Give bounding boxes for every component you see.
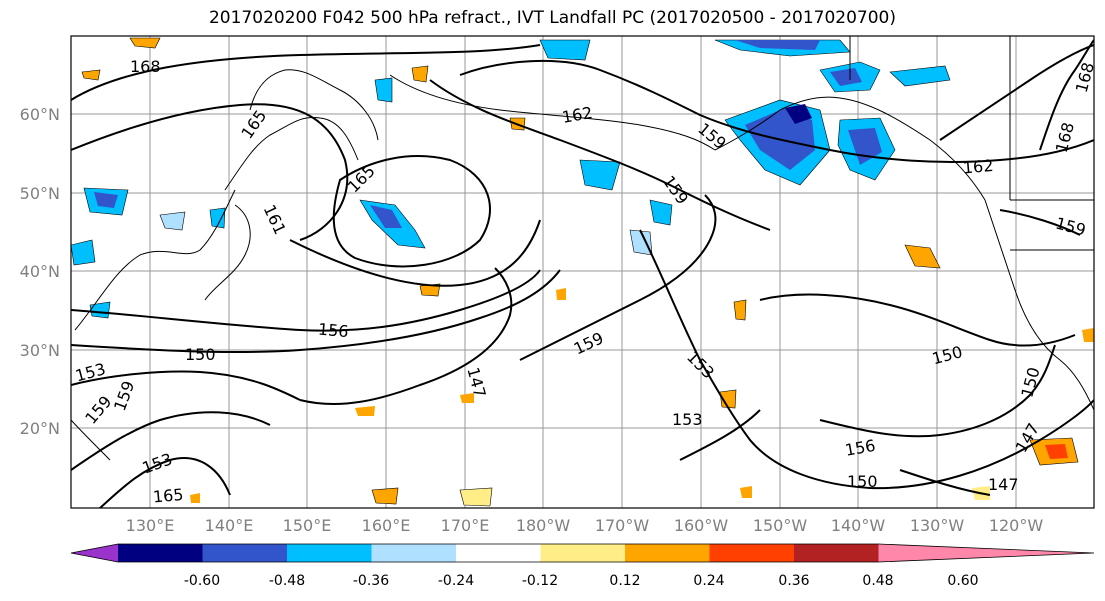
refractivity-contours [71,39,1094,508]
lon-label: 150°E [283,516,332,535]
lon-label: 120°W [989,516,1044,535]
coastlines [71,36,1094,461]
colorbar [70,543,1095,563]
colorbar-tick-label: 0.60 [947,573,978,589]
lon-label: 180°W [516,516,571,535]
latitude-labels: 60°N 50°N 40°N 30°N 20°N [20,105,60,438]
lat-label: 50°N [20,184,60,203]
longitude-labels: 130°E 140°E 150°E 160°E 170°E 180°W 170°… [126,516,1044,535]
lon-label: 140°W [831,516,886,535]
graticule [71,36,1094,508]
map-panel [71,36,1094,508]
colorbar-tick-label: -0.36 [353,573,389,589]
contour-label: 168 [130,57,161,76]
colorbar-extend-min [71,544,118,562]
lon-label: 170°E [441,516,490,535]
lat-label: 20°N [20,419,60,438]
colorbar-segment [625,544,710,562]
lon-label: 170°W [595,516,650,535]
contour-label: 150 [847,472,878,491]
lat-label: 30°N [20,341,60,360]
colorbar-segment [371,544,456,562]
colorbar-tick-label: -0.24 [438,573,474,589]
colorbar-tick-label: -0.60 [184,573,220,589]
lon-label: 130°E [126,516,175,535]
colorbar-ticks: -0.60 -0.48 -0.36 -0.24 -0.12 0.12 0.24 … [184,573,979,589]
colorbar-tick-label: 0.24 [693,573,724,589]
colorbar-tick-label: 0.36 [778,573,809,589]
contour-label: 147 [988,475,1019,494]
colorbar-segment [118,544,203,562]
lon-label: 160°E [362,516,411,535]
positive-anomaly-patches [81,37,1094,507]
contour-label: 165 [152,485,184,507]
colorbar-segment [202,544,287,562]
negative-anomaly-patches [71,39,951,319]
colorbar-tick-label: 0.48 [862,573,893,589]
colorbar-tick-label: -0.48 [269,573,305,589]
map-title: 2017020200 F042 500 hPa refract., IVT La… [208,8,896,28]
contour-label: 168 [1072,60,1098,94]
lon-label: 140°E [205,516,254,535]
lon-label: 160°W [674,516,729,535]
map-frame [70,35,1095,509]
colorbar-segment [287,544,372,562]
colorbar-segment [709,544,794,562]
lat-label: 60°N [20,105,60,124]
contour-label: 150 [185,345,216,364]
colorbar-outline [70,543,1095,563]
lat-label: 40°N [20,262,60,281]
colorbar-segment [540,544,625,562]
lon-label: 150°W [753,516,808,535]
contour-label: 153 [672,410,703,429]
colorbar-tick-label: 0.12 [609,573,640,589]
colorbar-extend-max [878,544,1094,562]
lon-label: 130°W [910,516,965,535]
contour-label: 162 [962,156,994,178]
colorbar-segment [794,544,879,562]
contour-label: 156 [317,320,349,342]
colorbar-tick-label: -0.12 [522,573,558,589]
colorbar-segment [456,544,541,562]
